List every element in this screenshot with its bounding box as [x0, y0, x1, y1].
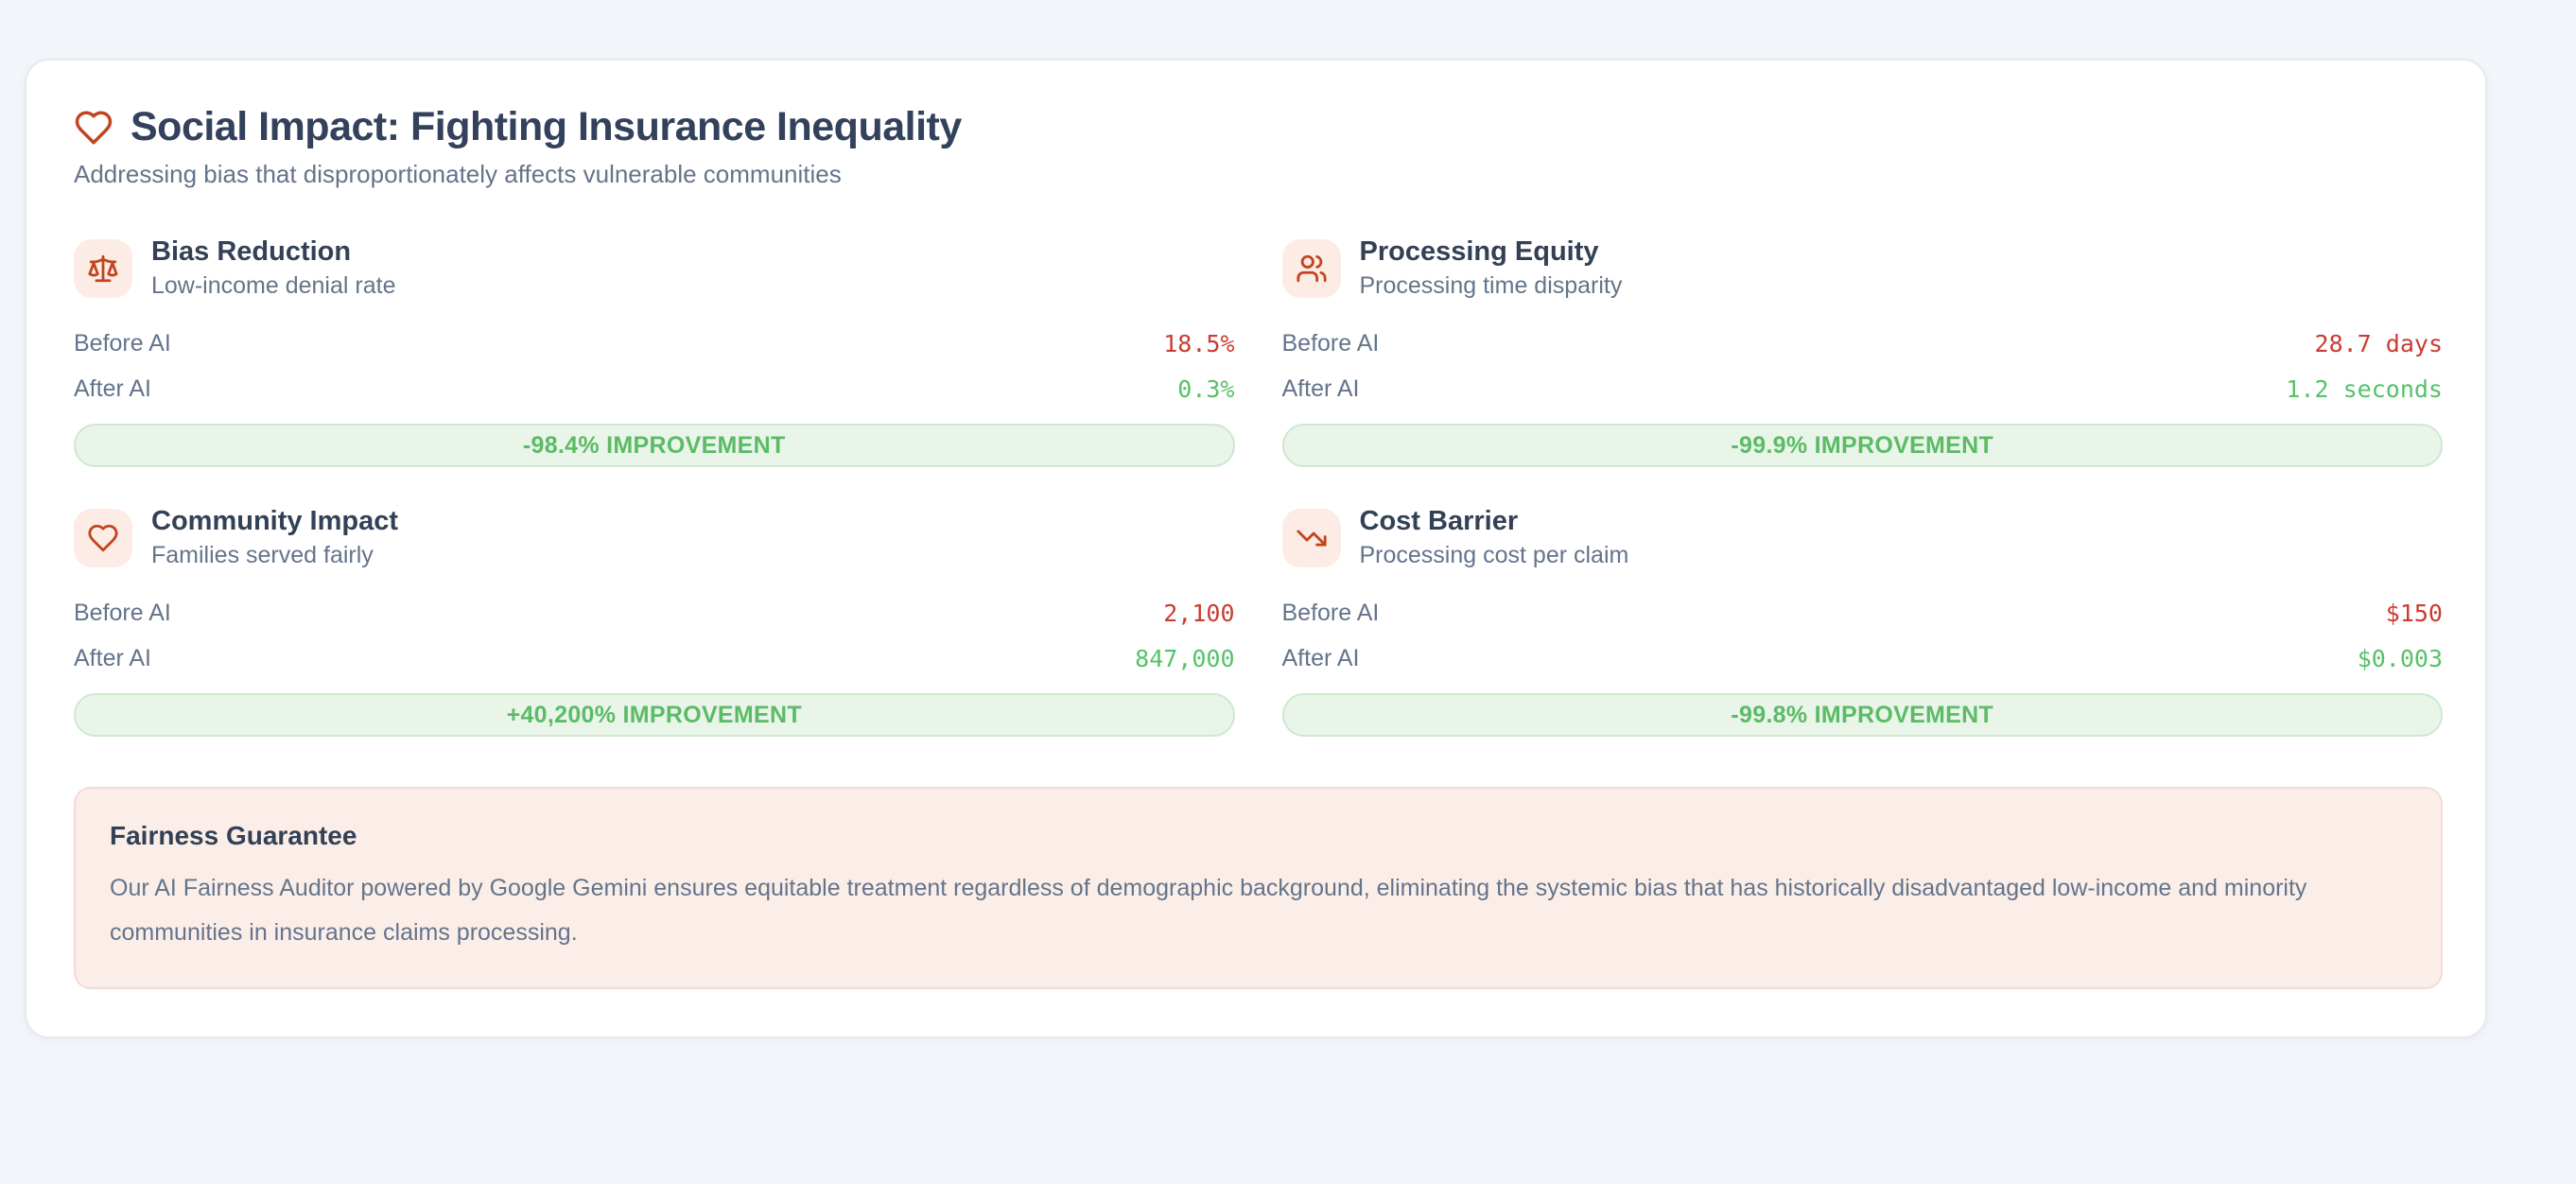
metric-headings: Processing Equity Processing time dispar… [1360, 236, 1623, 300]
after-ai-row: After AI 847,000 [74, 636, 1235, 681]
page-title: Social Impact: Fighting Insurance Inequa… [131, 104, 962, 149]
metric-rows: Before AI $150 After AI $0.003 [1282, 590, 2444, 681]
metric-header: Community Impact Families served fairly [74, 506, 1235, 569]
fairness-guarantee-body: Our AI Fairness Auditor powered by Googl… [110, 875, 2307, 946]
trending-down-icon [1281, 508, 1341, 567]
metric-subtitle: Families served fairly [151, 542, 374, 568]
after-ai-label: After AI [1281, 644, 1360, 671]
metric-title: Community Impact [151, 506, 399, 536]
before-ai-row: Before AI 2,100 [74, 590, 1235, 636]
improvement-badge: -98.4% IMPROVEMENT [74, 424, 1235, 467]
before-ai-label: Before AI [74, 599, 171, 626]
after-ai-row: After AI 0.3% [74, 366, 1235, 411]
metric-header: Processing Equity Processing time dispar… [1281, 236, 2444, 300]
metric-header: Cost Barrier Processing cost per claim [1281, 506, 2444, 569]
users-icon [1281, 238, 1341, 298]
metric-headings: Cost Barrier Processing cost per claim [1360, 506, 1629, 569]
before-ai-row: Before AI 28.7 days [1282, 321, 2444, 366]
metrics-grid: Bias Reduction Low-income denial rate Be… [74, 236, 2443, 737]
improvement-badge-label: -99.8% IMPROVEMENT [1731, 701, 1994, 728]
before-ai-value: 2,100 [1163, 599, 1235, 627]
improvement-badge: +40,200% IMPROVEMENT [74, 693, 1235, 737]
after-ai-value: 0.3% [1177, 374, 1235, 403]
after-ai-value: $0.003 [2357, 644, 2443, 672]
metric-rows: Before AI 28.7 days After AI 1.2 seconds [1282, 321, 2444, 411]
after-ai-value: 1.2 seconds [2286, 374, 2443, 403]
after-ai-label: After AI [74, 374, 151, 402]
improvement-badge: -99.9% IMPROVEMENT [1281, 424, 2443, 467]
social-impact-card: Social Impact: Fighting Insurance Inequa… [25, 59, 2487, 1038]
before-ai-row: Before AI $150 [1282, 590, 2444, 636]
metric-rows: Before AI 2,100 After AI 847,000 [74, 590, 1235, 681]
after-ai-value: 847,000 [1135, 644, 1235, 672]
metric-card-bias-reduction: Bias Reduction Low-income denial rate Be… [74, 236, 1235, 467]
before-ai-label: Before AI [1281, 599, 1380, 626]
fairness-guarantee-title: Fairness Guarantee [110, 821, 357, 850]
heart-icon [75, 111, 113, 144]
page-subtitle: Addressing bias that disproportionately … [74, 160, 842, 188]
page-header: Social Impact: Fighting Insurance Inequa… [74, 104, 2443, 150]
metric-headings: Community Impact Families served fairly [151, 506, 398, 569]
after-ai-label: After AI [1281, 374, 1360, 402]
metric-subtitle: Processing time disparity [1359, 272, 1623, 299]
improvement-badge-label: -98.4% IMPROVEMENT [522, 431, 786, 459]
before-ai-label: Before AI [74, 329, 171, 357]
metric-card-community-impact: Community Impact Families served fairly … [74, 506, 1235, 737]
improvement-badge: -99.8% IMPROVEMENT [1281, 693, 2443, 737]
after-ai-row: After AI 1.2 seconds [1282, 366, 2444, 411]
before-ai-label: Before AI [1281, 329, 1380, 357]
before-ai-value: 28.7 days [2314, 329, 2443, 357]
metric-card-processing-equity: Processing Equity Processing time dispar… [1281, 236, 2444, 467]
improvement-badge-label: +40,200% IMPROVEMENT [506, 701, 802, 728]
metric-header: Bias Reduction Low-income denial rate [74, 236, 1235, 300]
after-ai-row: After AI $0.003 [1282, 636, 2444, 681]
scale-icon [74, 238, 132, 298]
heart-icon [74, 508, 132, 567]
metric-headings: Bias Reduction Low-income denial rate [151, 236, 395, 300]
metric-rows: Before AI 18.5% After AI 0.3% [74, 321, 1235, 411]
after-ai-label: After AI [74, 644, 151, 671]
improvement-badge-label: -99.9% IMPROVEMENT [1731, 431, 1994, 459]
metric-title: Cost Barrier [1359, 506, 1519, 536]
metric-title: Processing Equity [1359, 236, 1599, 267]
metric-subtitle: Processing cost per claim [1359, 542, 1629, 568]
metric-card-cost-barrier: Cost Barrier Processing cost per claim B… [1281, 506, 2444, 737]
before-ai-value: 18.5% [1163, 329, 1235, 357]
before-ai-value: $150 [2385, 599, 2443, 627]
before-ai-row: Before AI 18.5% [74, 321, 1235, 366]
metric-title: Bias Reduction [151, 236, 352, 267]
fairness-guarantee-box: Fairness Guarantee Our AI Fairness Audit… [74, 787, 2443, 989]
metric-subtitle: Low-income denial rate [151, 272, 396, 299]
